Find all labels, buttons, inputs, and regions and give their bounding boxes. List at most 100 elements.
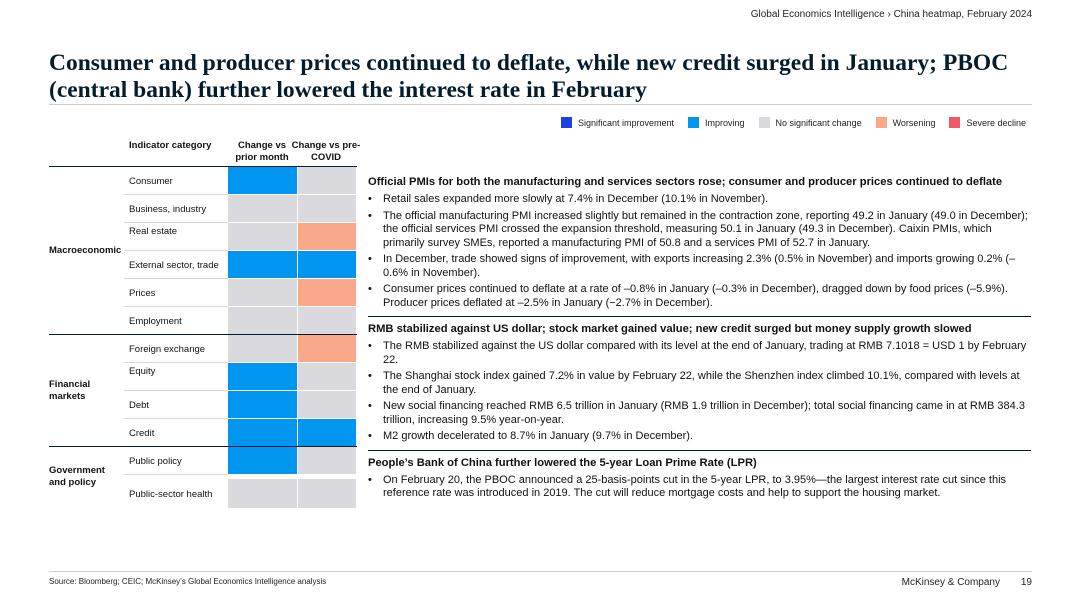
- legend-label: Improving: [705, 117, 745, 128]
- heatmap-cell-prior-month: [228, 279, 297, 306]
- bullet-item: • Consumer prices continued to deflate at…: [368, 283, 1031, 310]
- bullet-dot-icon: •: [368, 283, 372, 295]
- row-divider: [124, 306, 228, 307]
- header-indicator-category: Indicator category: [129, 140, 212, 151]
- legend-item-no-significant-change: No significant change: [758, 117, 862, 128]
- heatmap-row-equity: Equity: [124, 363, 357, 391]
- legend-swatch: [560, 117, 572, 128]
- heatmap-cell-pre-covid: [298, 251, 356, 278]
- heatmap-row-public-sector-health: Public-sector health: [124, 479, 357, 509]
- bullet-dot-icon: •: [368, 253, 372, 265]
- bullet-dot-icon: •: [368, 400, 372, 412]
- bullet-item: • Retail sales expanded more slowly at 7.…: [368, 193, 1031, 207]
- group-divider: [49, 446, 357, 447]
- section-heading: Official PMIs for both the manufacturing…: [368, 176, 1003, 188]
- heatmap-cell-prior-month: [228, 335, 297, 362]
- legend-item-improving: Improving: [688, 117, 745, 128]
- legend: Significant improvement Improving No signi…: [547, 117, 1026, 128]
- row-divider: [124, 362, 228, 363]
- bullet-text: On February 20, the PBOC announced a 25-…: [383, 473, 1007, 500]
- legend-label: Severe decline: [966, 117, 1026, 128]
- row-divider: [124, 418, 228, 419]
- legend-item-significant-improvement: Significant improvement: [560, 117, 675, 128]
- heatmap-cell-prior-month: [228, 195, 297, 222]
- indicator-label: Employment: [129, 315, 182, 327]
- heatmap-cell-pre-covid: [298, 223, 356, 250]
- heatmap-cell-prior-month: [228, 223, 297, 250]
- header-change-pre-covid: Change vs pre-COVID: [291, 140, 361, 163]
- indicator-label: Credit: [129, 427, 155, 439]
- heatmap-cell-pre-covid: [298, 167, 356, 194]
- section-heading: People’s Bank of China further lowered t…: [368, 456, 757, 469]
- row-divider: [124, 250, 228, 251]
- bullet-item: • M2 growth decelerated to 8.7% in Januar…: [368, 430, 1031, 444]
- commentary: Official PMIs for both the manufacturing…: [368, 170, 1031, 507]
- heatmap-row-business-industry: Business, industry: [124, 195, 357, 223]
- row-divider: [124, 474, 228, 475]
- bullet-dot-icon: •: [368, 430, 372, 442]
- heatmap-cell-pre-covid: [298, 363, 356, 390]
- legend-swatch: [875, 117, 887, 128]
- row-divider: [124, 278, 228, 279]
- heatmap-cell-prior-month: [228, 307, 297, 334]
- heatmap-cell-prior-month: [228, 363, 297, 390]
- bullet-text: In December, trade showed signs of impro…: [383, 253, 1016, 279]
- bullet-item: • The RMB stabilized against the US dolla…: [368, 340, 1031, 367]
- group-label-financial-markets: Financial markets: [49, 379, 91, 402]
- heatmap-cell-pre-covid: [298, 335, 356, 362]
- commentary-section: Official PMIs for both the manufacturing…: [368, 170, 1031, 310]
- indicator-label: Business, industry: [129, 203, 207, 215]
- group-label-government-and-policy: Government and policy: [49, 465, 105, 488]
- indicator-label: Debt: [129, 399, 150, 411]
- heatmap-cell-pre-covid: [298, 195, 356, 222]
- heatmap-row-prices: Prices: [124, 279, 357, 307]
- section-heading: RMB stabilized against US dollar; stock …: [368, 323, 972, 335]
- bullet-dot-icon: •: [368, 473, 372, 486]
- indicator-label: Real estate: [129, 226, 178, 237]
- commentary-section: People’s Bank of China further lowered t…: [368, 449, 1031, 501]
- heatmap-cell-prior-month: [228, 251, 297, 278]
- heatmap-cell-pre-covid: [298, 419, 356, 446]
- bullet-item: • The official manufacturing PMI increase…: [368, 210, 1031, 251]
- indicator-label: Public policy: [129, 455, 182, 467]
- bullet-item: • The Shanghai stock index gained 7.2% in…: [368, 370, 1031, 397]
- heatmap-cell-prior-month: [228, 419, 297, 446]
- heatmap-cell-pre-covid: [298, 479, 356, 508]
- heatmap-row-real-estate: Real estate: [124, 223, 357, 251]
- bullet-item: • On February 20, the PBOC announced a 25…: [368, 474, 1031, 501]
- indicator-label: Equity: [129, 366, 156, 377]
- bullet-text: Consumer prices continued to deflate at …: [383, 283, 1008, 309]
- bullet-text: M2 growth decelerated to 8.7% in January…: [383, 430, 693, 442]
- bullet-text: The official manufacturing PMI increased…: [383, 209, 1028, 249]
- indicator-label: Foreign exchange: [129, 343, 206, 355]
- bullet-dot-icon: •: [368, 193, 372, 205]
- bullet-item: • In December, trade showed signs of impr…: [368, 253, 1031, 280]
- legend-label: Significant improvement: [577, 117, 675, 128]
- row-divider: [124, 194, 228, 195]
- legend-item-severe-decline: Severe decline: [949, 117, 1026, 128]
- heatmap-row-credit: Credit: [124, 419, 357, 447]
- group-label-macroeconomic: Macroeconomic: [49, 245, 122, 256]
- commentary-section: RMB stabilized against US dollar; stock …: [368, 316, 1031, 444]
- footer-divider: [49, 571, 1032, 572]
- page-title: Consumer and producer prices continued t…: [49, 50, 1009, 103]
- heatmap-cell-prior-month: [228, 391, 297, 418]
- indicator-label: Public-sector health: [129, 488, 213, 500]
- legend-label: Worsening: [892, 117, 936, 128]
- legend-item-worsening: Worsening: [875, 117, 936, 128]
- indicator-label: External sector, trade: [129, 259, 219, 271]
- source-note: Source: Bloomberg; CEIC; McKinsey’s Glob…: [49, 577, 327, 586]
- bullet-text: New social financing reached RMB 6.5 tri…: [383, 400, 1025, 426]
- bullet-dot-icon: •: [368, 370, 372, 382]
- legend-swatch: [688, 117, 700, 128]
- heatmap-row-employment: Employment: [124, 307, 357, 335]
- heatmap-row-consumer: Consumer: [124, 167, 357, 195]
- indicator-label: Prices: [129, 287, 156, 299]
- page-number: 19: [1020, 577, 1032, 588]
- breadcrumb: Global Economics Intelligence › China he…: [750, 9, 1032, 20]
- heatmap-row-debt: Debt: [124, 391, 357, 419]
- heatmap-row-public-policy: Public policy: [124, 447, 357, 475]
- heatmap-row-external-sector-trade: External sector, trade: [124, 251, 357, 279]
- bullet-text: The Shanghai stock index gained 7.2% in …: [383, 370, 1020, 396]
- heatmap-cell-prior-month: [228, 447, 297, 474]
